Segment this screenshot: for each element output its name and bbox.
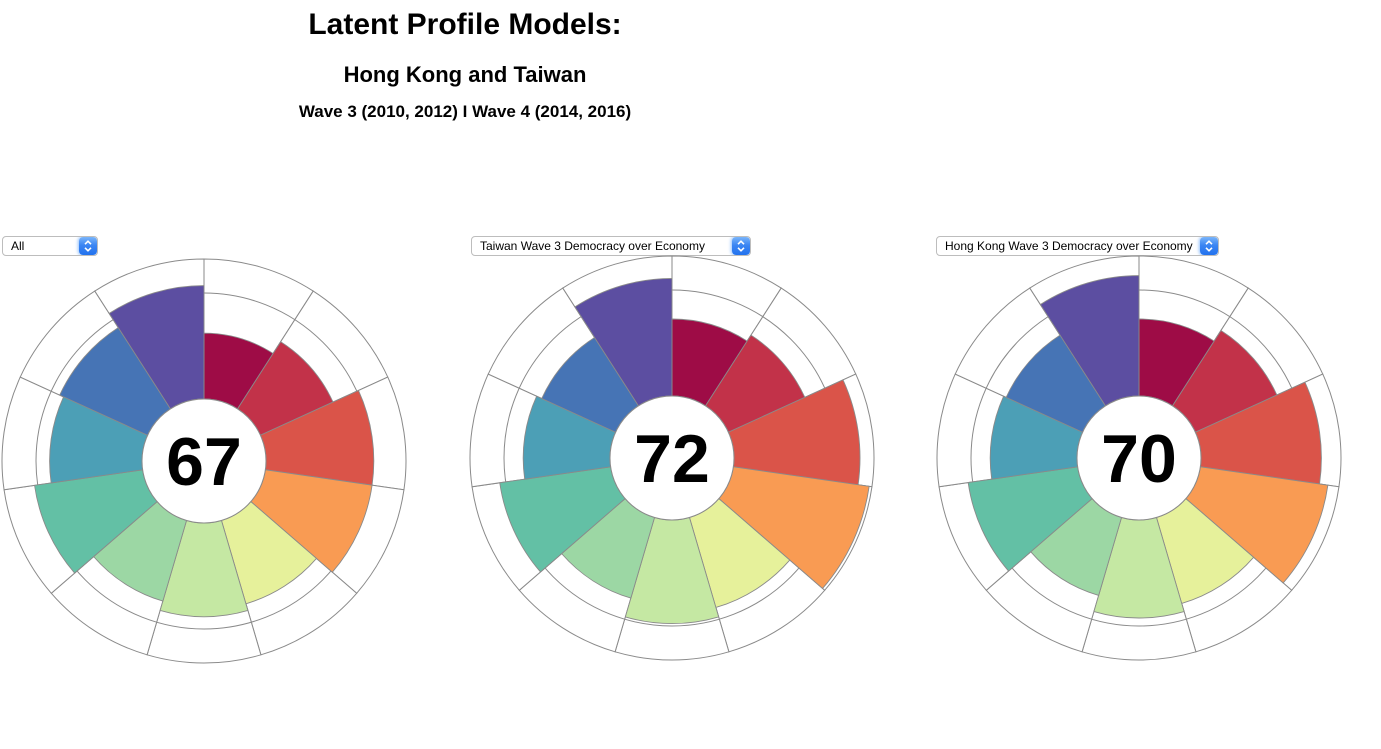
aster-chart-taiwan-w3: 72 — [467, 253, 877, 663]
aster-chart-all: 67 — [0, 256, 409, 666]
filter-select-all-value: All — [11, 239, 25, 253]
filter-select-taiwan-value: Taiwan Wave 3 Democracy over Economy — [480, 239, 705, 253]
center-hub — [609, 395, 735, 521]
select-stepper-icon — [79, 237, 97, 255]
center-score: 72 — [634, 421, 710, 497]
select-stepper-icon — [1200, 237, 1218, 255]
center-score: 70 — [1101, 421, 1177, 497]
filter-select-hongkong[interactable]: Hong Kong Wave 3 Democracy over Economy — [936, 236, 1219, 256]
filter-select-taiwan[interactable]: Taiwan Wave 3 Democracy over Economy — [471, 236, 751, 256]
filter-select-all[interactable]: All — [2, 236, 98, 256]
center-score: 67 — [166, 424, 242, 500]
wave-caption: Wave 3 (2010, 2012) I Wave 4 (2014, 2016… — [298, 102, 632, 121]
aster-chart-hongkong-w3: 70 — [934, 253, 1344, 663]
center-hub — [1076, 395, 1202, 521]
page-title: Latent Profile Models: — [308, 8, 622, 41]
aster-svg: 70 — [936, 255, 1342, 661]
aster-svg: 72 — [469, 255, 875, 661]
aster-svg: 67 — [1, 258, 407, 664]
select-stepper-icon — [732, 237, 750, 255]
page-subtitle: Hong Kong and Taiwan — [343, 62, 587, 87]
center-hub — [141, 398, 267, 524]
filter-select-hongkong-value: Hong Kong Wave 3 Democracy over Economy — [945, 239, 1193, 253]
